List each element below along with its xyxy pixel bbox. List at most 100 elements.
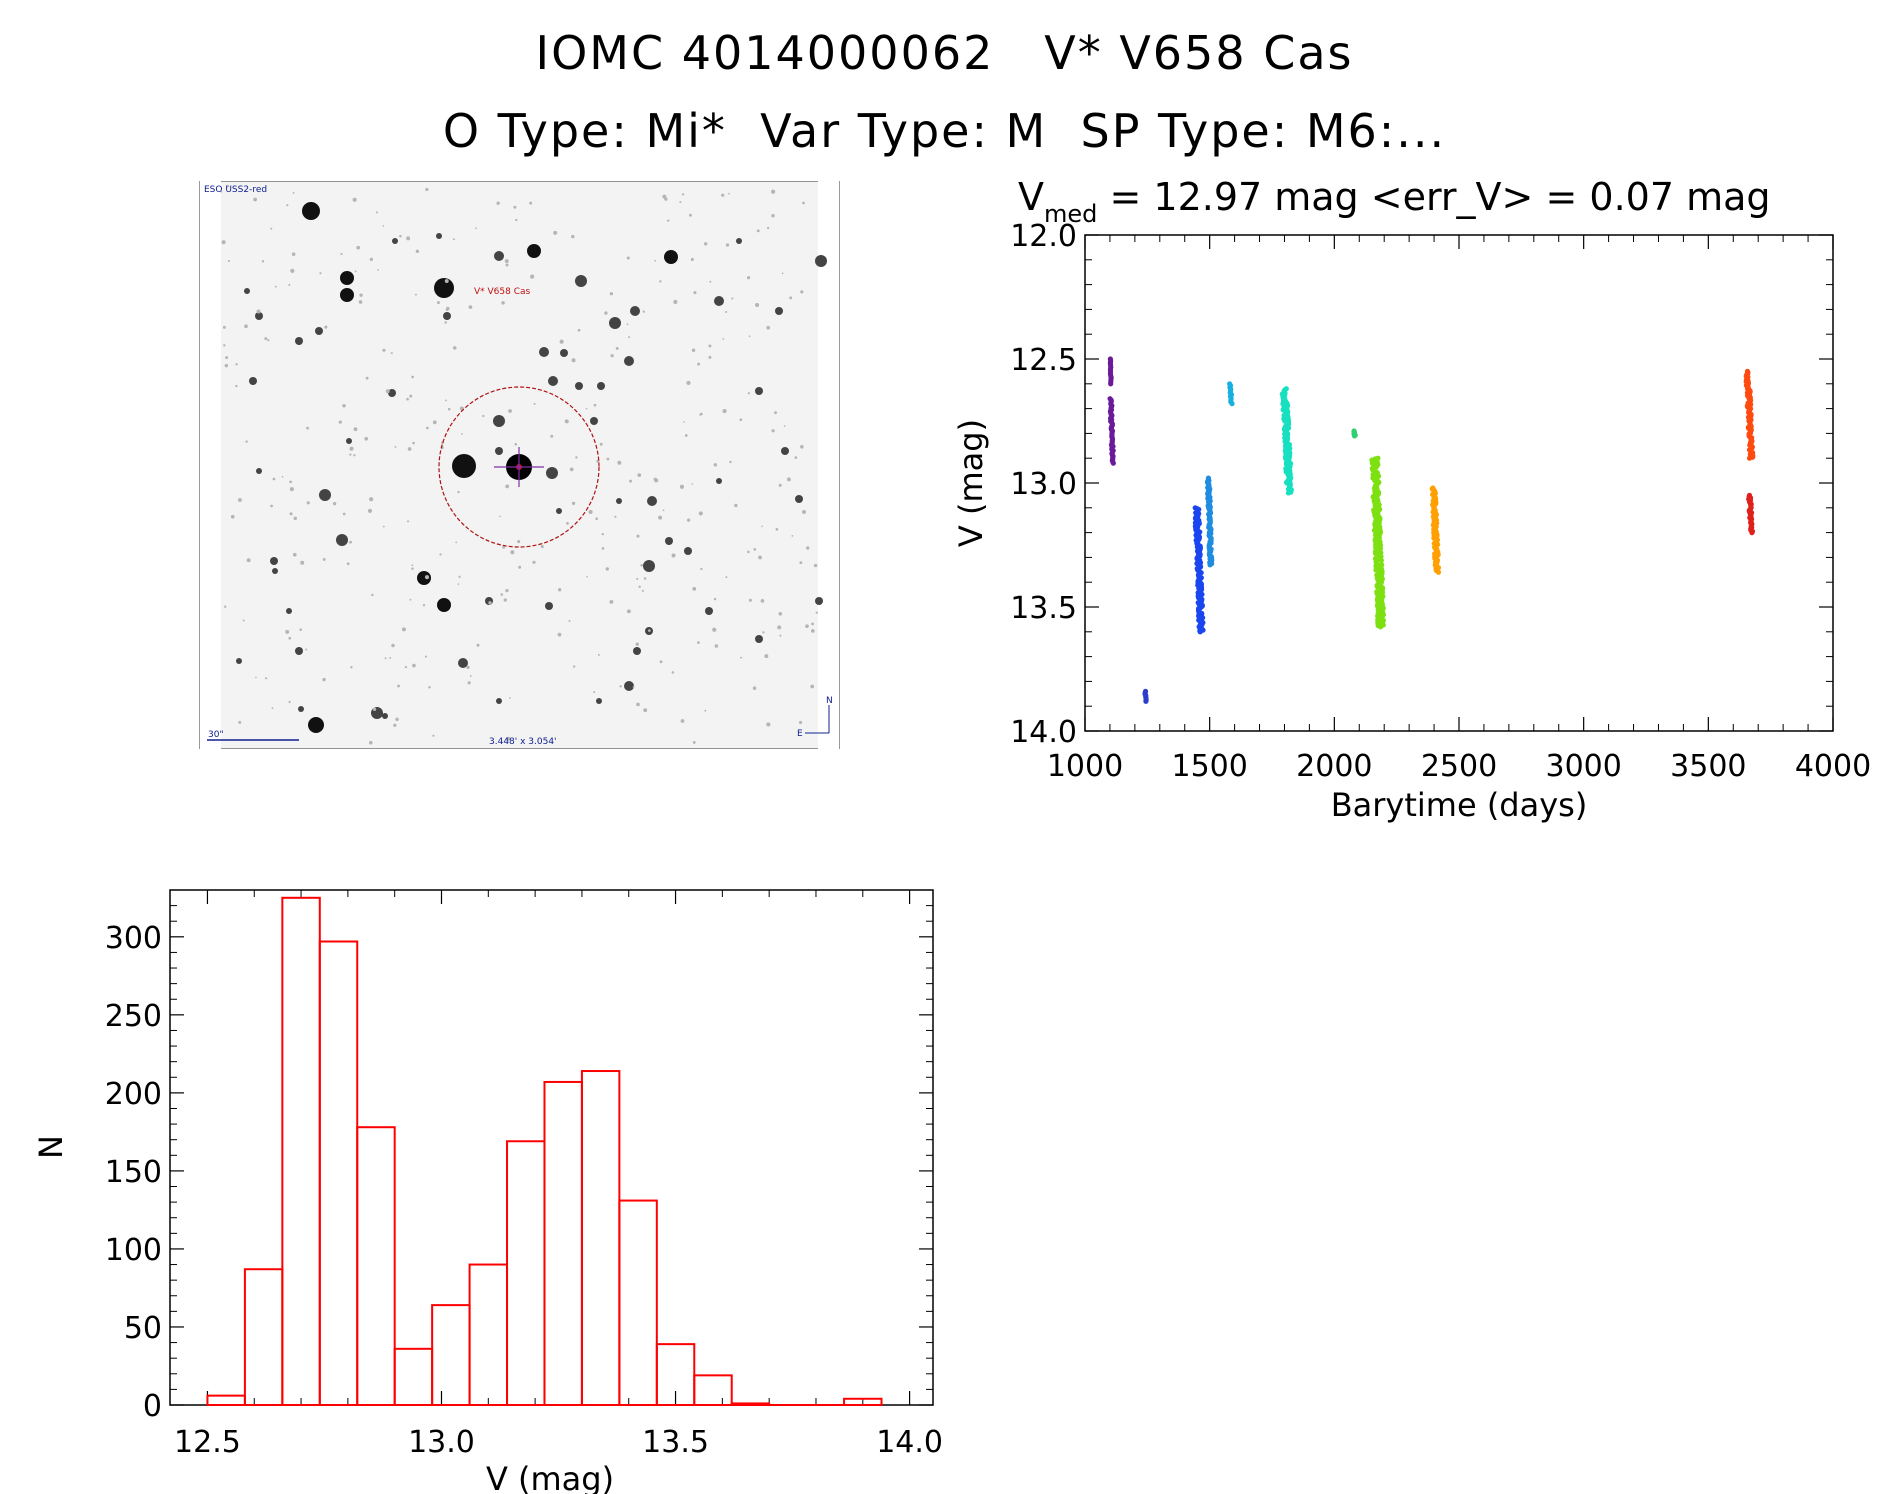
background-speck [369,257,374,262]
background-speck [643,708,648,713]
background-speck [502,545,506,549]
background-speck [593,403,597,407]
background-speck [319,272,322,275]
background-speck [597,653,600,656]
background-speck [601,547,605,550]
background-speck [377,268,379,271]
background-speck [406,236,411,241]
background-speck [746,276,751,280]
background-speck [253,197,258,202]
field-star [496,698,502,704]
background-speck [518,565,522,569]
background-speck [411,375,414,379]
field-star [256,468,262,474]
background-speck [699,413,702,416]
background-speck [626,323,629,326]
field-star [781,447,789,455]
background-speck [517,540,521,544]
background-speck [617,460,622,465]
background-speck [673,299,678,305]
background-speck [800,290,804,294]
background-speck [810,629,815,633]
background-speck [299,628,303,631]
histogram-bar [618,1199,658,1406]
field-star [546,467,558,479]
field-star [545,602,553,610]
lightcurve-point [1377,624,1384,630]
field-star [575,382,583,390]
background-speck [691,348,696,353]
background-speck [575,456,578,459]
background-speck [747,550,750,554]
field-star [527,244,541,258]
background-speck [288,636,292,640]
lightcurve-point [1110,460,1116,466]
background-speck [223,344,226,347]
background-speck [444,399,447,402]
background-speck [505,588,509,593]
background-speck [725,576,728,579]
background-speck [306,501,310,505]
hist-y-tick-label: 300 [105,921,162,956]
background-speck [810,684,815,689]
background-speck [760,599,765,603]
field-star [315,327,323,335]
background-speck [352,197,357,202]
background-speck [384,657,387,660]
compass-e-label: E [797,729,803,739]
object-type-line: O Type: Mi* Var Type: M SP Type: M6:... [442,104,1447,158]
compass-n-label: N [826,696,833,706]
background-speck [559,339,564,344]
background-speck [610,354,614,358]
background-speck [267,339,270,342]
background-speck [569,467,574,472]
background-speck [382,348,386,352]
background-speck [271,707,274,710]
size-label: 3.448' x 3.054' [489,737,557,747]
background-speck [409,394,413,398]
background-speck [704,709,707,712]
background-speck [220,190,223,193]
background-speck [237,498,242,503]
background-speck [697,362,701,366]
field-star [705,607,713,615]
background-speck [802,510,807,514]
lightcurve-point [1197,629,1203,635]
background-speck [729,460,732,464]
background-speck [557,632,562,637]
background-speck [457,490,460,494]
hist-x-tick-label: 13.5 [642,1425,709,1460]
field-star [795,495,803,503]
hist-y-tick-label: 0 [143,1389,162,1424]
background-speck [482,414,485,418]
hist-x-tick-label: 14.0 [876,1425,943,1460]
background-speck [385,389,390,394]
histogram-bar [356,1126,396,1407]
background-speck [779,634,782,637]
background-speck [349,453,352,456]
background-speck [637,473,642,478]
background-speck [439,553,442,556]
background-speck [515,218,518,222]
background-speck [577,328,581,332]
background-speck [771,213,775,218]
background-speck [510,550,515,555]
background-speck [722,409,727,414]
field-star [417,571,431,585]
background-speck [369,497,374,502]
x-tick-label: 2000 [1296,749,1372,784]
background-speck [643,577,647,580]
background-speck [222,325,226,329]
field-star [716,478,722,484]
field-star [575,275,587,287]
field-star [684,547,692,555]
background-speck [771,189,776,194]
background-speck [365,376,369,380]
histogram-xlabel: V (mag) [486,1460,614,1494]
field-star [775,307,783,315]
field-star [346,438,352,444]
background-speck [265,677,268,680]
background-speck [447,407,451,411]
background-speck [601,532,604,536]
